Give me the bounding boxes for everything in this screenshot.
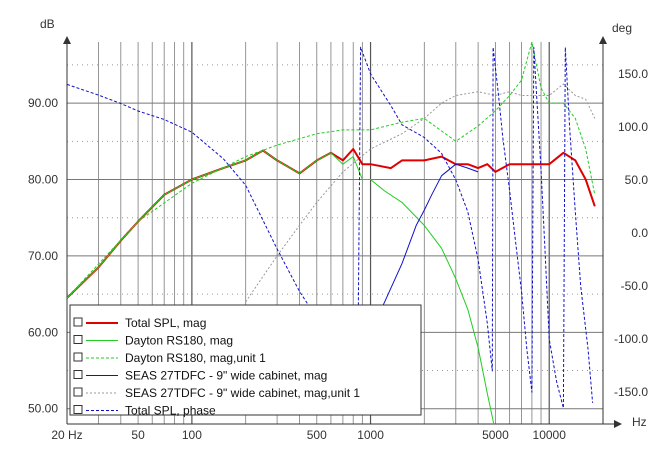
right-tick-label: 50.0: [625, 173, 649, 187]
legend-checkbox-icon: [73, 317, 83, 327]
left-tick-label: 90.00: [28, 96, 58, 110]
legend-box: [69, 304, 422, 416]
right-tick-label: -150.0: [614, 385, 648, 399]
legend-checkbox-icon: [73, 352, 83, 362]
x-tick-label: 20 Hz: [51, 428, 82, 442]
legend-label: Dayton RS180, mag,unit 1: [125, 351, 266, 365]
legend: Total SPL, mag Dayton RS180, mag Dayton RS…: [69, 304, 422, 418]
legend-label: SEAS 27TDFC - 9" wide cabinet, mag: [125, 369, 327, 383]
legend-label: SEAS 27TDFC - 9" wide cabinet, mag,unit …: [125, 386, 360, 400]
right-tick-label: 100.0: [618, 120, 648, 134]
right-tick-label: -100.0: [614, 332, 648, 346]
series-line-2: [67, 150, 495, 424]
right-tick-label: 150.0: [618, 67, 648, 81]
series-line-6: [67, 46, 594, 409]
x-tick-label: 1000: [357, 428, 384, 442]
left-tick-label: 80.00: [28, 173, 58, 187]
series-lines: [67, 41, 596, 424]
legend-checkbox-icon: [73, 387, 83, 397]
right-tick-label: -50.0: [621, 279, 649, 293]
tick-labels: 20 Hz 50 100 500 1000 5000 10000 90.00 80.00 70.0…: [28, 67, 648, 442]
left-tick-label: 50.00: [28, 402, 58, 416]
legend-checkbox-icon: [73, 335, 83, 344]
x-tick-label: 5000: [482, 428, 509, 442]
left-tick-label: 60.00: [28, 325, 58, 339]
right-tick-label: 0.0: [631, 226, 648, 240]
legend-label: Dayton RS180, mag: [125, 334, 233, 348]
legend-checkbox-icon: [73, 370, 83, 379]
legend-label: Total SPL, phase: [125, 404, 216, 418]
legend-checkbox-icon: [73, 405, 83, 414]
x-tick-label: 10000: [533, 428, 567, 442]
axes: [63, 36, 622, 428]
x-tick-label: 500: [307, 428, 327, 442]
legend-label: Total SPL, mag: [125, 316, 206, 330]
left-axis-arrow-icon: [63, 36, 71, 44]
left-tick-label: 70.00: [28, 249, 58, 263]
right-axis-unit: deg: [612, 21, 632, 35]
x-axis-arrow-icon: [614, 420, 622, 428]
x-tick-label: 50: [131, 428, 145, 442]
right-axis-arrow-icon: [599, 36, 607, 44]
x-axis-unit: Hz: [632, 415, 647, 429]
x-tick-label: 100: [182, 428, 202, 442]
left-axis-unit: dB: [40, 17, 55, 31]
series-line-3: [67, 41, 596, 299]
